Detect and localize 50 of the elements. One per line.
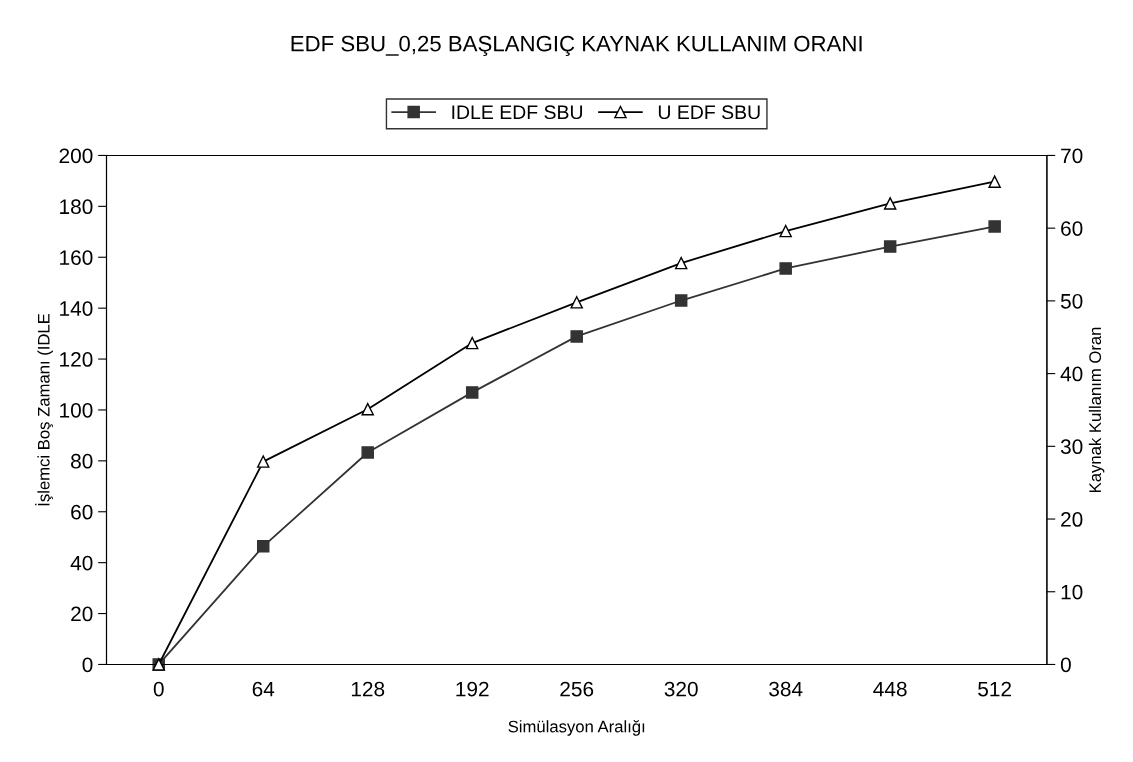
point — [465, 336, 479, 350]
y2-tick-label: 50 — [1060, 293, 1083, 309]
y-tick-label: 120 — [60, 352, 93, 367]
y-tick-label: 200 — [59, 148, 93, 164]
point — [256, 540, 270, 553]
x-tick-label: 192 — [456, 681, 489, 697]
y-tick-label: 20 — [71, 606, 93, 622]
y2-tick-label: 40 — [1060, 366, 1083, 382]
x-tick-label: 128 — [351, 681, 385, 697]
point — [570, 296, 583, 309]
y2-tick-label: 0 — [1060, 657, 1071, 673]
point — [779, 262, 792, 275]
x-tick-label: 320 — [664, 681, 698, 697]
x-tick-label: 384 — [769, 681, 803, 697]
point — [779, 224, 792, 238]
y-tick-label: 100 — [60, 402, 93, 418]
y-tick-label: 140 — [60, 301, 93, 316]
y-tick-label: 160 — [60, 250, 93, 266]
y-tick-label: 80 — [71, 453, 93, 469]
y2-tick-label: 20 — [1061, 512, 1083, 527]
legend-label: IDLE EDF SBU — [452, 105, 583, 120]
y-tick-label: 180 — [60, 199, 93, 215]
y2-tick-label: 70 — [1061, 148, 1083, 164]
point — [883, 240, 897, 253]
x-tick-label: 256 — [560, 681, 594, 697]
y-tick-label: 40 — [70, 555, 93, 571]
point — [465, 386, 479, 399]
point — [674, 256, 688, 270]
x-tick-label: 0 — [153, 681, 164, 697]
y-tick-label: 60 — [71, 504, 93, 520]
y2-axis-title: Kaynak Kullanım Oran — [1088, 327, 1105, 492]
point — [988, 220, 1001, 233]
point — [988, 175, 1001, 188]
point — [361, 446, 374, 459]
point — [570, 330, 583, 343]
x-axis-title: Simülasyon Aralığı — [508, 720, 645, 736]
y2-tick-label: 30 — [1060, 439, 1083, 455]
legend-label: U EDF SBU — [658, 105, 760, 120]
y-axis-title: İşlemci Boş Zamanı (IDLE — [35, 313, 53, 506]
point — [361, 402, 374, 416]
point — [256, 455, 270, 468]
point — [883, 197, 897, 210]
x-tick-label: 64 — [252, 681, 275, 697]
x-tick-label: 448 — [873, 681, 907, 697]
y-tick-label: 0 — [82, 657, 93, 673]
y2-tick-label: 60 — [1061, 221, 1083, 236]
chart-title: EDF SBU_0,25 BAŞLANGIÇ KAYNAK KULLANIM ORANI — [291, 35, 862, 56]
point — [674, 294, 688, 307]
x-tick-label: 512 — [978, 681, 1011, 697]
y2-tick-label: 10 — [1061, 584, 1083, 600]
